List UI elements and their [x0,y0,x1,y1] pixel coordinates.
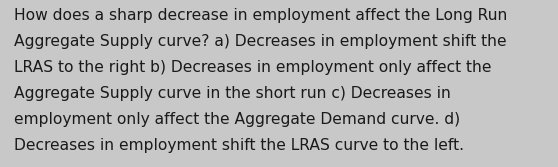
Text: employment only affect the Aggregate Demand curve. d): employment only affect the Aggregate Dem… [14,112,460,127]
Text: LRAS to the right b) Decreases in employment only affect the: LRAS to the right b) Decreases in employ… [14,60,492,75]
Text: Aggregate Supply curve in the short run c) Decreases in: Aggregate Supply curve in the short run … [14,86,451,101]
Text: Aggregate Supply curve? a) Decreases in employment shift the: Aggregate Supply curve? a) Decreases in … [14,34,507,49]
Text: Decreases in employment shift the LRAS curve to the left.: Decreases in employment shift the LRAS c… [14,138,464,153]
Text: How does a sharp decrease in employment affect the Long Run: How does a sharp decrease in employment … [14,8,507,23]
